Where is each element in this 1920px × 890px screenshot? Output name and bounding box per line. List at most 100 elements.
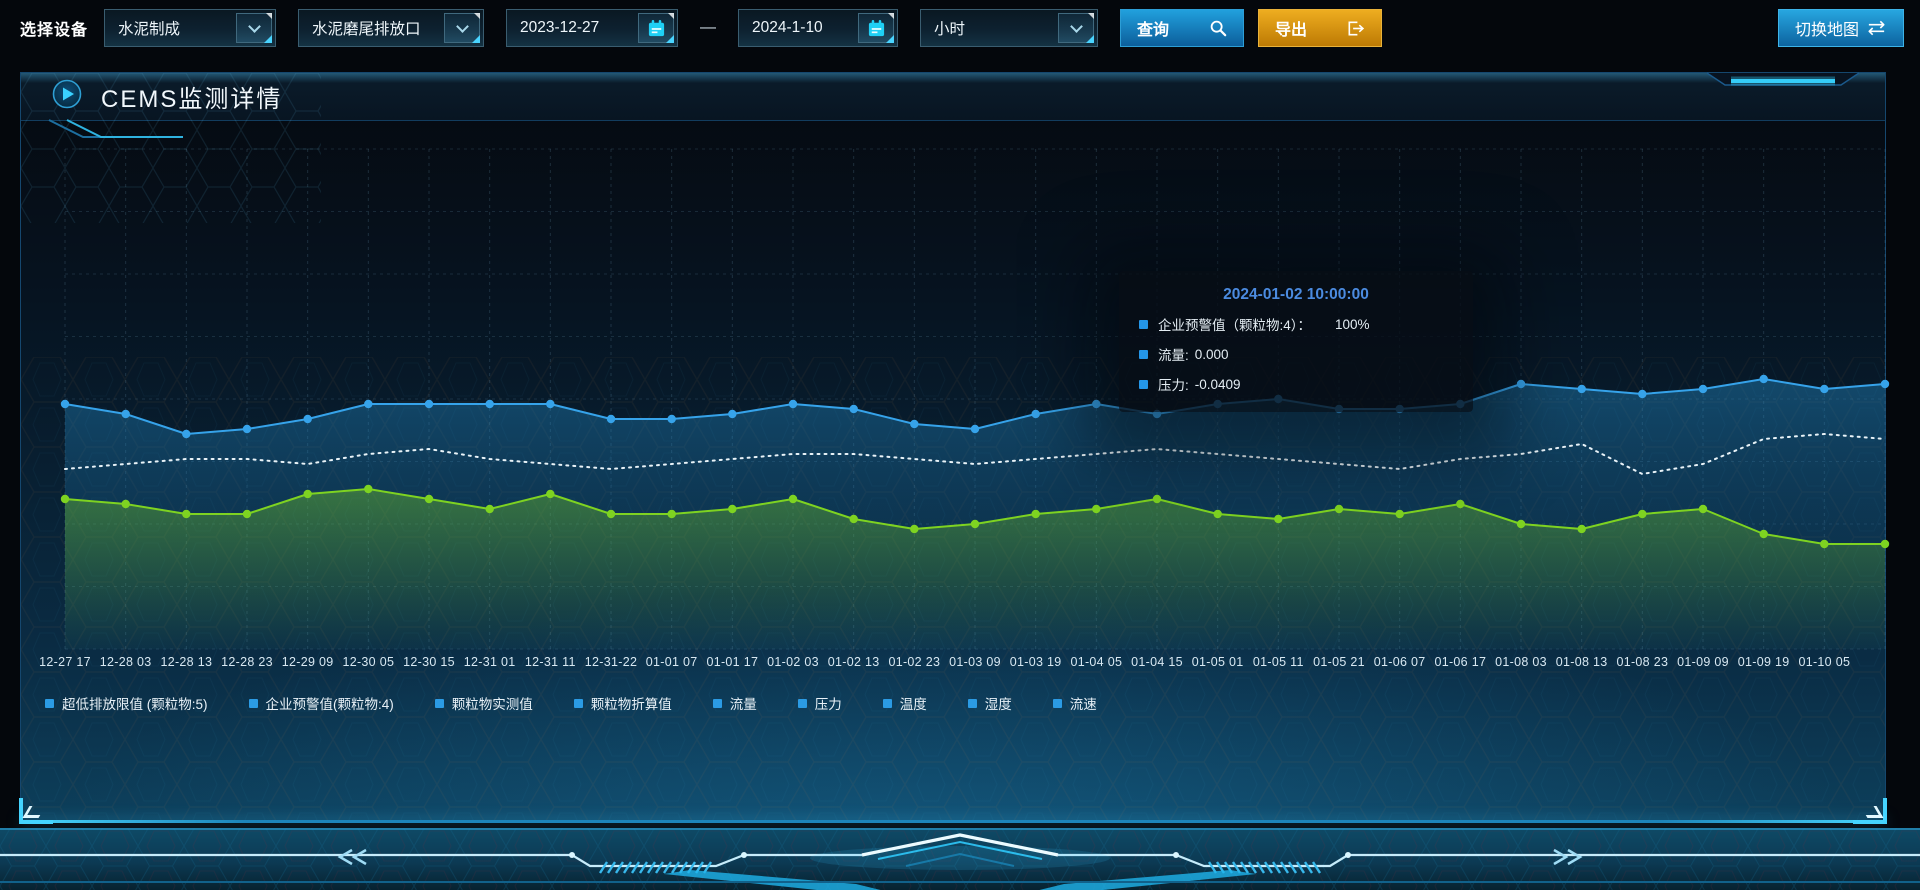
x-axis-label: 12-29 09 [281, 655, 334, 669]
legend-label: 湿度 [984, 697, 1012, 712]
play-icon[interactable] [51, 78, 83, 115]
start-date-input[interactable]: 2023-12-27 [506, 9, 679, 47]
tooltip-series-marker [1139, 349, 1148, 359]
legend-label: 颗粒物实测值 [451, 697, 533, 712]
tooltip-timestamp: 2024-01-02 10:00:00 [1223, 286, 1369, 303]
data-point [303, 414, 312, 424]
legend-marker [45, 698, 54, 708]
tooltip-series-value: -0.0409 [1194, 376, 1241, 392]
calendar-icon[interactable] [638, 13, 675, 43]
data-point [242, 424, 252, 434]
start-date-value: 2023-12-27 [520, 19, 600, 36]
data-point [1274, 514, 1283, 524]
footer-decoration [0, 828, 1920, 890]
chevron-down-icon[interactable] [444, 13, 481, 43]
legend-item[interactable]: 流量 [712, 693, 757, 713]
panel-header: CEMS监测详情 [21, 72, 1885, 223]
x-axis-label: 01-01 07 [645, 655, 698, 669]
data-point [1395, 509, 1404, 519]
outlet-select-value: 水泥磨尾排放口 [312, 21, 421, 38]
x-axis-label: 12-28 13 [160, 655, 213, 669]
chart-plot[interactable] [60, 148, 1890, 650]
data-point [1880, 379, 1890, 389]
data-point [970, 424, 980, 434]
data-point [849, 404, 858, 414]
x-axis-label: 01-02 13 [827, 655, 880, 669]
data-point [546, 399, 555, 409]
query-button[interactable]: 查询 [1120, 9, 1245, 47]
interval-select-value: 小时 [934, 21, 966, 38]
tooltip-row: 流量: 0.000 [1139, 344, 1453, 364]
x-axis-label: 01-03 19 [1009, 655, 1062, 669]
x-axis-label: 01-09 19 [1737, 655, 1790, 669]
switch-map-button[interactable]: 切换地图 [1778, 9, 1904, 47]
query-button-label: 查询 [1137, 22, 1170, 39]
data-point [485, 504, 494, 514]
legend-item[interactable]: 企业预警值(颗粒物:4) [248, 693, 394, 713]
chevron-down-icon[interactable] [1058, 13, 1095, 43]
outlet-select[interactable]: 水泥磨尾排放口 [298, 9, 485, 47]
chart-tooltip: 2024-01-02 10:00:00 企业预警值（颗粒物:4）： 100% 流… [1119, 271, 1473, 412]
data-point [1638, 509, 1647, 519]
data-point [1820, 539, 1829, 549]
header-corner-decoration [48, 119, 183, 138]
calendar-icon[interactable] [858, 13, 895, 43]
data-point [1031, 509, 1040, 519]
data-point [849, 514, 858, 524]
data-point [1820, 384, 1829, 394]
legend-label: 温度 [899, 697, 927, 712]
legend-item[interactable]: 颗粒物实测值 [434, 693, 533, 713]
legend-label: 超低排放限值 (颗粒物:5) [62, 697, 208, 712]
chevron-down-icon[interactable] [236, 13, 273, 43]
legend-item[interactable]: 流速 [1052, 693, 1097, 713]
switch-map-label: 切换地图 [1795, 22, 1860, 39]
data-point [1698, 384, 1708, 394]
data-point [1213, 509, 1222, 519]
data-point [910, 419, 919, 429]
legend-marker [1052, 698, 1062, 708]
x-axis-label: 01-09 09 [1677, 655, 1729, 669]
date-range-separator: — [700, 19, 717, 36]
interval-select[interactable]: 小时 [920, 9, 1099, 47]
cems-panel: CEMS监测详情 12-27 17 12-28 03 12-28 13 12-28 2… [19, 72, 1890, 824]
data-point [1759, 529, 1768, 539]
legend-marker [967, 698, 977, 708]
export-icon [1348, 21, 1365, 35]
data-point [970, 519, 980, 529]
legend-item[interactable]: 颗粒物折算值 [573, 693, 672, 713]
x-axis-label: 12-31-22 [584, 655, 638, 669]
data-point [788, 494, 798, 504]
x-axis-label: 12-28 23 [221, 655, 273, 669]
panel-title: CEMS监测详情 [101, 86, 283, 113]
end-date-input[interactable]: 2024-1-10 [738, 9, 899, 47]
swap-arrows-icon [1868, 20, 1885, 36]
legend-item[interactable]: 压力 [797, 693, 842, 713]
x-axis-label: 01-10 05 [1798, 655, 1851, 669]
data-point [1880, 539, 1890, 549]
panel-corner-glow [19, 798, 53, 824]
data-point [1092, 504, 1101, 514]
legend-item[interactable]: 超低排放限值 (颗粒物:5) [45, 693, 208, 713]
x-axis-label: 01-08 03 [1495, 655, 1547, 669]
tooltip-series-label: 流量: [1158, 348, 1189, 363]
device-category-select[interactable]: 水泥制成 [104, 9, 277, 47]
x-axis-label: 01-04 15 [1131, 655, 1183, 669]
chart-legend: 超低排放限值 (颗粒物:5) 企业预警值(颗粒物:4) 颗粒物实测值 颗粒物折算值 流量… [45, 693, 1097, 713]
tooltip-series-label: 企业预警值（颗粒物:4）： [1158, 318, 1312, 333]
x-axis-label: 12-30 05 [342, 655, 395, 669]
search-icon [1210, 20, 1227, 37]
legend-item[interactable]: 温度 [882, 693, 927, 713]
x-axis: 12-27 17 12-28 03 12-28 13 12-28 23 12-29 09… [39, 655, 1885, 673]
legend-label: 颗粒物折算值 [590, 697, 672, 712]
x-axis-label: 01-03 09 [949, 655, 1001, 669]
tooltip-series-marker [1139, 319, 1148, 329]
data-point [1031, 409, 1040, 419]
legend-item[interactable]: 湿度 [967, 693, 1012, 713]
data-point [1577, 384, 1586, 394]
legend-label: 流量 [729, 697, 757, 712]
x-axis-label: 01-06 17 [1434, 655, 1487, 669]
export-button[interactable]: 导出 [1258, 9, 1383, 47]
data-point [1516, 519, 1526, 529]
data-point [182, 509, 191, 519]
data-point [1516, 379, 1526, 389]
